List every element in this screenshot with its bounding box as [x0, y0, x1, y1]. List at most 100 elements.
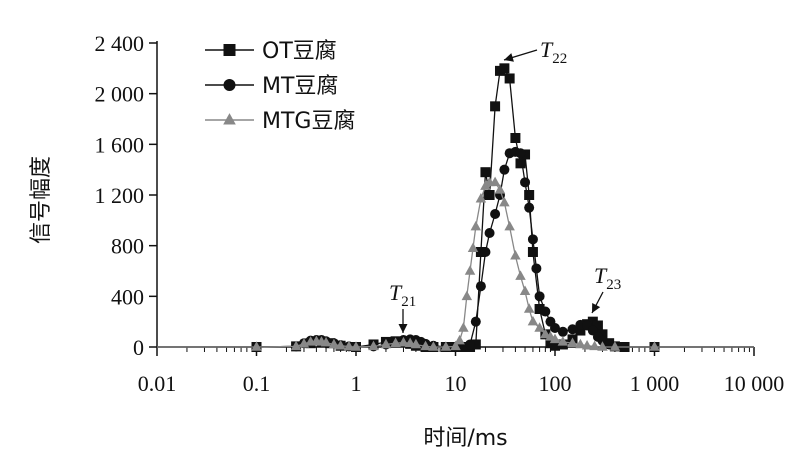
data-point — [597, 341, 608, 351]
series-circle — [157, 146, 754, 352]
x-tick-label: 10 — [445, 371, 467, 396]
data-point — [470, 220, 482, 231]
data-point — [499, 63, 510, 74]
x-tick-label: 100 — [539, 371, 572, 396]
annotation-t21: T21 — [389, 280, 416, 333]
legend: OT豆腐 MT豆腐 MTG豆腐 — [205, 39, 355, 134]
annotation-arrowhead — [504, 53, 514, 62]
data-point — [575, 325, 586, 336]
y-tick-label: 1 200 — [95, 183, 145, 208]
annotation-label: T22 — [540, 37, 567, 67]
x-tick-label: 0.01 — [138, 371, 177, 396]
data-point — [484, 190, 495, 200]
legend-item: MTG豆腐 — [205, 109, 355, 134]
data-point — [557, 336, 569, 346]
data-point — [534, 304, 545, 314]
data-point — [515, 148, 526, 159]
data-point — [515, 270, 526, 280]
data-point — [223, 79, 236, 91]
annotation-arrowhead — [398, 324, 408, 333]
data-point — [390, 337, 401, 347]
data-point — [480, 167, 491, 178]
data-point — [480, 247, 491, 257]
x-axis-title: 时间/ms — [423, 426, 507, 451]
data-point — [465, 339, 476, 350]
x-tick-label: 1 — [351, 371, 362, 396]
data-point — [458, 322, 469, 332]
data-point — [450, 340, 461, 351]
data-point — [524, 202, 535, 213]
data-point — [467, 242, 479, 252]
data-point — [398, 336, 409, 347]
data-point — [524, 190, 535, 200]
data-point — [475, 193, 487, 203]
data-point — [649, 341, 660, 351]
data-point — [320, 336, 332, 347]
data-point — [484, 228, 495, 238]
data-point — [461, 290, 473, 301]
data-point — [592, 320, 603, 331]
y-tick-label: 1 600 — [95, 132, 145, 157]
data-point — [490, 209, 501, 219]
y-tick-label: 2 400 — [95, 31, 145, 56]
data-point — [567, 337, 578, 347]
data-point — [549, 333, 561, 344]
legend-item: MT豆腐 — [205, 74, 338, 99]
legend-item: OT豆腐 — [205, 39, 337, 64]
series-line — [157, 151, 754, 348]
data-point — [251, 341, 262, 351]
x-tick-label: 0.1 — [243, 371, 271, 396]
data-point — [609, 341, 621, 351]
data-point — [428, 341, 439, 351]
series-line — [157, 67, 754, 348]
data-point — [490, 101, 501, 112]
data-point — [510, 133, 521, 143]
data-point — [343, 340, 355, 351]
annotation-arrowhead — [592, 302, 601, 313]
data-point — [520, 177, 531, 188]
data-point — [335, 339, 346, 350]
annotation-label: T21 — [389, 280, 416, 310]
data-point — [531, 263, 542, 274]
data-point — [290, 340, 302, 351]
data-point — [504, 220, 515, 231]
series-triangle — [157, 176, 754, 351]
data-point — [489, 176, 501, 187]
data-point — [470, 339, 481, 350]
data-point — [504, 73, 515, 84]
data-point — [470, 316, 481, 327]
data-point — [527, 247, 538, 257]
data-point — [567, 324, 578, 335]
data-point — [350, 341, 362, 351]
y-tick-label: 2 000 — [95, 82, 145, 107]
data-point — [510, 250, 521, 260]
data-point — [223, 113, 236, 125]
data-point — [223, 44, 236, 56]
data-point — [380, 338, 392, 349]
data-point — [515, 158, 526, 169]
y-tick-label: 800 — [111, 234, 144, 259]
data-point — [557, 326, 568, 337]
data-point — [534, 322, 545, 332]
data-point — [494, 184, 506, 194]
data-point — [540, 306, 551, 317]
legend-label: MT豆腐 — [262, 74, 338, 99]
data-point — [499, 164, 510, 175]
data-point — [499, 196, 510, 207]
data-point — [527, 315, 539, 326]
data-point — [368, 340, 379, 351]
series-square — [157, 63, 754, 352]
data-point — [328, 338, 340, 349]
data-point — [523, 303, 535, 313]
legend-label: MTG豆腐 — [262, 109, 355, 134]
data-point — [550, 340, 560, 351]
annotation-label: T23 — [594, 263, 621, 293]
data-point — [587, 316, 598, 327]
data-point — [534, 291, 545, 302]
annotations: T21 T22 T23 — [389, 37, 621, 333]
data-point — [550, 323, 560, 333]
y-tick-label: 400 — [111, 284, 144, 309]
data-point — [420, 340, 431, 351]
y-tick-label: 0 — [133, 335, 144, 360]
